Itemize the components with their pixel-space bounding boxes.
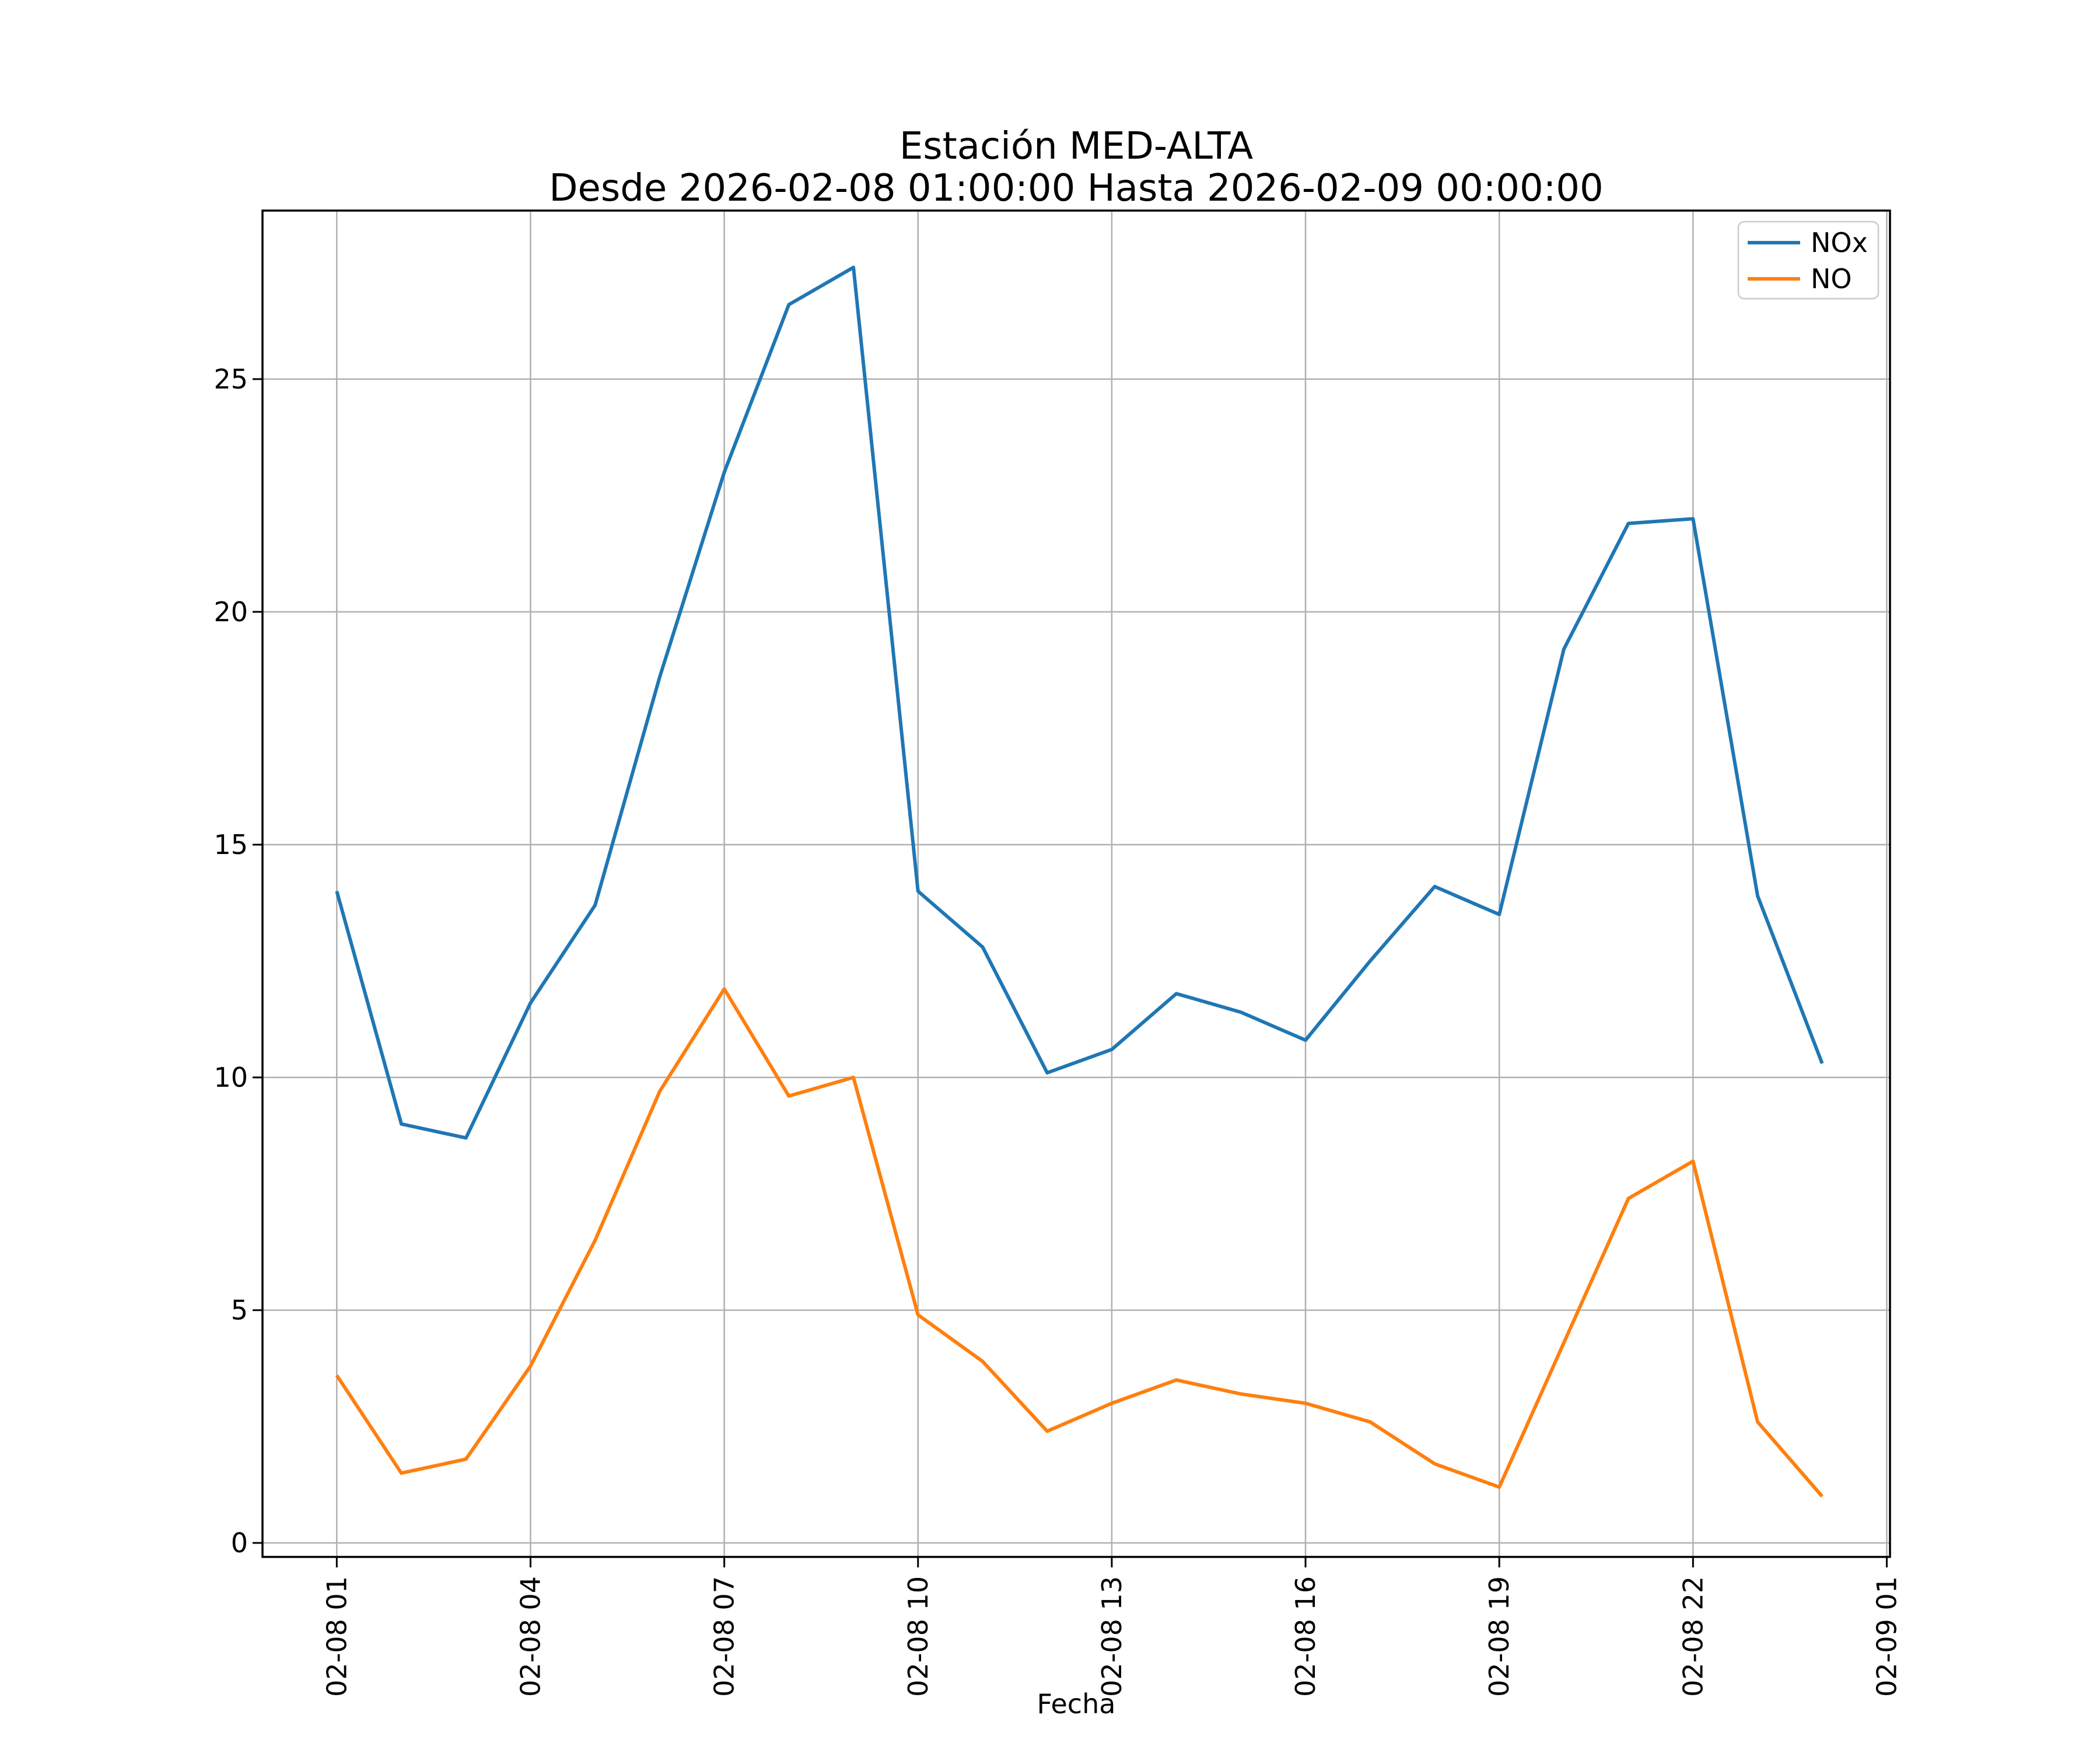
- y-tick-label: 20: [214, 596, 248, 628]
- plot-frame: [261, 209, 1891, 1558]
- series-line-nox: [335, 265, 1824, 1140]
- legend-label-nox: NOx: [1811, 227, 1868, 258]
- series-line-no: [335, 987, 1824, 1498]
- x-tick-label: 02-08 04: [514, 1576, 546, 1697]
- grid: [262, 211, 1890, 1557]
- y-tick-label: 5: [231, 1294, 248, 1326]
- x-tick-label: 02-08 10: [902, 1576, 934, 1697]
- y-tick-label: 15: [214, 829, 248, 860]
- x-tick-label: 02-08 16: [1290, 1576, 1321, 1697]
- x-tick-label: 02-08 01: [321, 1576, 352, 1697]
- legend: NOx NO: [1737, 220, 1880, 300]
- x-tick-label: 02-08 19: [1483, 1576, 1515, 1697]
- axis-ticks: [253, 378, 1888, 1567]
- legend-label-no: NO: [1811, 263, 1852, 295]
- y-tick-label: 25: [214, 363, 248, 395]
- y-tick-label: 0: [231, 1527, 248, 1559]
- plot-border: [261, 209, 1891, 1558]
- series-lines: [335, 265, 1824, 1498]
- x-tick-label: 02-08 07: [709, 1576, 740, 1697]
- x-tick-label: 02-09 01: [1871, 1576, 1902, 1697]
- chart-title-line2: Desde 2026-02-08 01:00:00 Hasta 2026-02-…: [549, 167, 1603, 210]
- x-tick-label: 02-08 13: [1096, 1576, 1128, 1697]
- axis-tick-labels: 02-08 01 02-08 04 02-08 07 02-08 10 02-08 13…: [214, 363, 1902, 1697]
- x-axis-label: Fecha: [1037, 1688, 1116, 1720]
- x-tick-label: 02-08 22: [1677, 1576, 1709, 1697]
- y-tick-label: 10: [214, 1062, 248, 1093]
- chart-title-line1: Estación MED-ALTA: [900, 125, 1254, 168]
